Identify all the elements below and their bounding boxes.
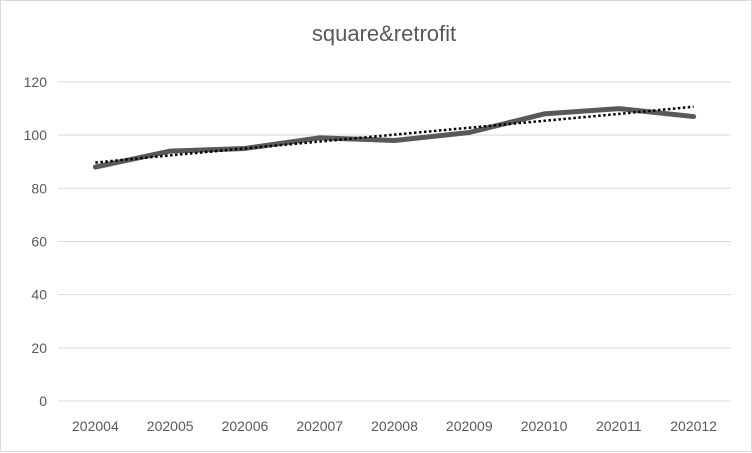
x-tick-label: 202011 [596, 418, 642, 434]
series-line [92, 106, 697, 170]
y-tick-label: 120 [24, 74, 48, 90]
y-tick-label: 60 [31, 234, 47, 250]
y-axis-tick-labels: 0 20 40 60 80 100 120 [24, 74, 48, 409]
y-tick-label: 80 [31, 180, 47, 196]
x-tick-label: 202008 [371, 418, 418, 434]
trendline [95, 105, 694, 164]
x-tick-label: 202006 [222, 418, 269, 434]
chart-title: square&retrofit [312, 21, 456, 46]
x-tick-label: 202012 [670, 418, 717, 434]
y-tick-label: 0 [39, 393, 47, 409]
x-tick-label: 202007 [296, 418, 343, 434]
x-tick-label: 202009 [446, 418, 493, 434]
x-axis-tick-labels: 202004 202005 202006 202007 202008 202009 2020… [72, 418, 717, 434]
y-tick-label: 100 [24, 127, 48, 143]
x-tick-label: 202005 [147, 418, 194, 434]
series-layer [92, 105, 697, 170]
y-tick-label: 20 [31, 340, 47, 356]
x-tick-label: 202010 [521, 418, 568, 434]
gridlines [58, 81, 731, 402]
y-tick-label: 40 [31, 287, 47, 303]
x-tick-label: 202004 [72, 418, 119, 434]
